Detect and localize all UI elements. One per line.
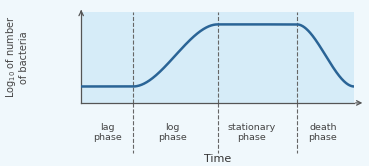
Text: Log$_{10}$ of number
of bacteria: Log$_{10}$ of number of bacteria [4, 16, 29, 98]
Text: Time: Time [204, 154, 231, 164]
Text: lag
phase: lag phase [93, 123, 121, 142]
Text: stationary
phase: stationary phase [228, 123, 276, 142]
Text: death
phase: death phase [308, 123, 337, 142]
Text: log
phase: log phase [158, 123, 187, 142]
